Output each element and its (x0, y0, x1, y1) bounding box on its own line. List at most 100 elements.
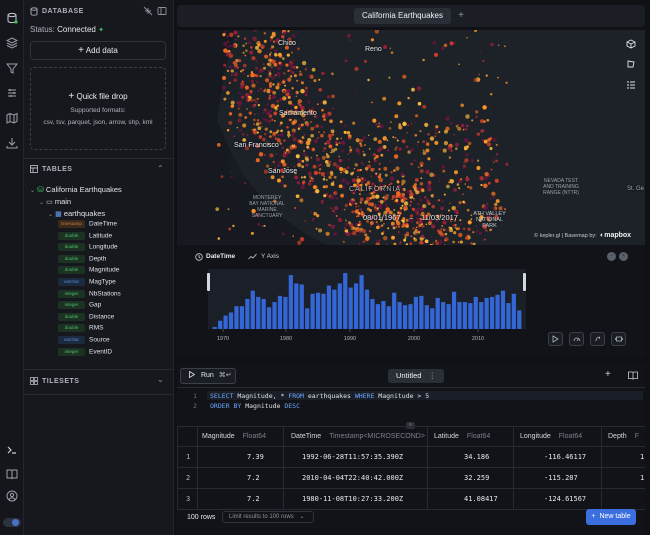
column-item[interactable]: integer Gap (58, 301, 101, 311)
draw-polygon-icon[interactable] (623, 58, 639, 74)
tree-dataset-name: earthquakes (63, 209, 106, 218)
docs-book-icon[interactable] (5, 468, 19, 482)
terminal-icon[interactable] (5, 444, 19, 458)
range-end-handle[interactable] (523, 273, 526, 291)
histogram-bar (321, 293, 326, 329)
new-table-button[interactable]: + New table (586, 509, 636, 525)
column-item[interactable]: double Magnitude (58, 266, 119, 276)
add-data-button[interactable]: + Add data (30, 41, 166, 60)
connection-status: Status: Connected ✦ (30, 25, 104, 34)
cell-latitude[interactable]: 32.259 (464, 474, 490, 482)
column-item[interactable]: double RMS (58, 324, 103, 334)
cell-datetime[interactable]: 1992-06-28T11:57:35.390Z (302, 453, 404, 461)
tree-dataset-row[interactable]: ⌄ ▦ earthquakes (48, 209, 105, 218)
limit-rows-select[interactable]: Limit results to 100 rows ⌄ (222, 511, 314, 523)
legend-icon[interactable] (623, 79, 639, 95)
column-item[interactable]: double Latitude (58, 231, 112, 242)
grid-divider (177, 427, 178, 509)
close-timeline-icon[interactable]: × (619, 252, 628, 261)
cell-depth[interactable]: 1 (640, 453, 645, 461)
database-header: DATABASE (42, 8, 84, 15)
cell-magnitude[interactable]: 7.39 (247, 453, 264, 461)
grid-column-header[interactable]: DateTime Timestamp<MICROSECOND> (291, 433, 425, 440)
tab-california-earthquakes[interactable]: California Earthquakes (354, 8, 451, 24)
earthquake-points-layer (177, 30, 645, 245)
window-mode-button[interactable] (611, 332, 626, 346)
sql-line-2[interactable]: ORDER BY Magnitude DESC (210, 402, 300, 410)
animation-mode-button[interactable] (590, 332, 605, 346)
add-tab-button[interactable]: + (458, 10, 464, 21)
tab-menu-icon[interactable]: ⋮ (428, 371, 437, 380)
cell-magnitude[interactable]: 7.2 (247, 495, 260, 503)
cell-latitude[interactable]: 41.08417 (464, 495, 498, 503)
chevron-up-icon[interactable]: ⌃ (157, 164, 164, 173)
database-icon[interactable] (5, 12, 19, 26)
cell-datetime[interactable]: 1980-11-08T10:27:33.200Z (302, 495, 404, 503)
time-histogram[interactable]: 1970 1980 1990 2000 2010 (206, 265, 536, 345)
cell-datetime[interactable]: 2010-04-04T22:40:42.000Z (302, 474, 404, 482)
column-item[interactable]: double Longitude (58, 243, 118, 253)
cell-longitude[interactable]: -115.287 (544, 474, 578, 482)
histogram-bar (397, 302, 402, 329)
map-label-nevada: NEVADA TEST AND TRAINING RANGE (NTTR) (543, 178, 579, 196)
column-item[interactable]: double Distance (58, 312, 114, 323)
tree-table-row[interactable]: ⌄ ⛁ California Earthquakes (30, 185, 122, 194)
column-item[interactable]: integer NbStations (58, 289, 121, 300)
column-type-badge: integer (58, 301, 85, 310)
sql-line-1[interactable]: SELECT Magnitude, * FROM earthquakes WHE… (210, 392, 429, 400)
cell-longitude[interactable]: -124.61567 (544, 495, 587, 503)
column-item[interactable]: varchar MagType (58, 278, 116, 288)
run-query-button[interactable]: Run ⌘↵ (180, 368, 236, 384)
grid-column-header[interactable]: Depth F (608, 433, 639, 440)
grid-column-header[interactable]: Longitude Float64 (520, 433, 582, 440)
quick-file-drop-zone[interactable]: + Quick file drop Supported formats: csv… (30, 67, 166, 150)
column-item[interactable]: integer EventID (58, 347, 112, 358)
column-header-name: Latitude (434, 433, 459, 440)
histogram-bar (451, 291, 457, 329)
export-icon[interactable] (5, 137, 19, 151)
mapbox-glyph-icon: ◐ (600, 232, 605, 239)
cell-longitude[interactable]: -116.46117 (544, 453, 587, 461)
map-view[interactable]: Chico Reno Sacramento San Francisco San … (177, 30, 645, 245)
settings-sliders-icon[interactable] (5, 87, 19, 101)
3d-cube-icon[interactable] (623, 38, 639, 54)
theme-toggle[interactable] (3, 518, 21, 527)
tab-untitled[interactable]: Untitled ⋮ (388, 369, 444, 383)
column-name: Gap (89, 301, 102, 309)
tilesets-grid-icon (30, 377, 38, 387)
cell-latitude[interactable]: 34.186 (464, 453, 490, 461)
column-item[interactable]: double Depth (58, 254, 106, 265)
chevron-down-icon[interactable]: ⌄ (157, 375, 164, 384)
resize-handle[interactable]: ≡ (406, 422, 415, 429)
play-button[interactable] (548, 332, 563, 346)
collapse-panel-icon[interactable] (157, 6, 168, 17)
speed-gauge-button[interactable] (569, 332, 584, 346)
user-account-icon[interactable] (5, 490, 19, 504)
time-field-selector[interactable]: DateTime (206, 253, 236, 260)
histogram-bar (375, 304, 380, 329)
divider (177, 426, 645, 427)
column-item[interactable]: timestamp DateTime (58, 220, 117, 230)
docs-book-icon[interactable] (628, 371, 638, 382)
column-item[interactable]: varchar Source (58, 336, 110, 346)
x-axis-tick-label: 2000 (408, 336, 420, 342)
grid-column-header[interactable]: Latitude Float64 (434, 433, 490, 440)
tree-schema-row[interactable]: ⌄ ▭ main (39, 197, 71, 206)
mapbox-label: mapbox (604, 232, 632, 239)
disconnect-icon[interactable] (142, 6, 153, 17)
y-axis-selector[interactable]: Y Axis (261, 253, 279, 260)
grid-column-header[interactable]: Magnitude Float64 (202, 433, 266, 440)
map-label-reno: Reno (365, 46, 382, 53)
filter-icon[interactable] (5, 62, 19, 76)
collapse-timeline-icon[interactable]: − (607, 252, 616, 261)
histogram-bar (294, 283, 299, 329)
layers-icon[interactable] (5, 37, 19, 51)
map-icon[interactable] (5, 112, 19, 126)
cell-magnitude[interactable]: 7.2 (247, 474, 260, 482)
add-editor-tab-button[interactable]: + (605, 369, 611, 380)
cell-depth[interactable]: 1 (640, 474, 645, 482)
histogram-bar (299, 284, 304, 329)
column-header-type: F (634, 433, 639, 440)
grid-divider (177, 488, 645, 489)
range-start-handle[interactable] (207, 273, 210, 291)
